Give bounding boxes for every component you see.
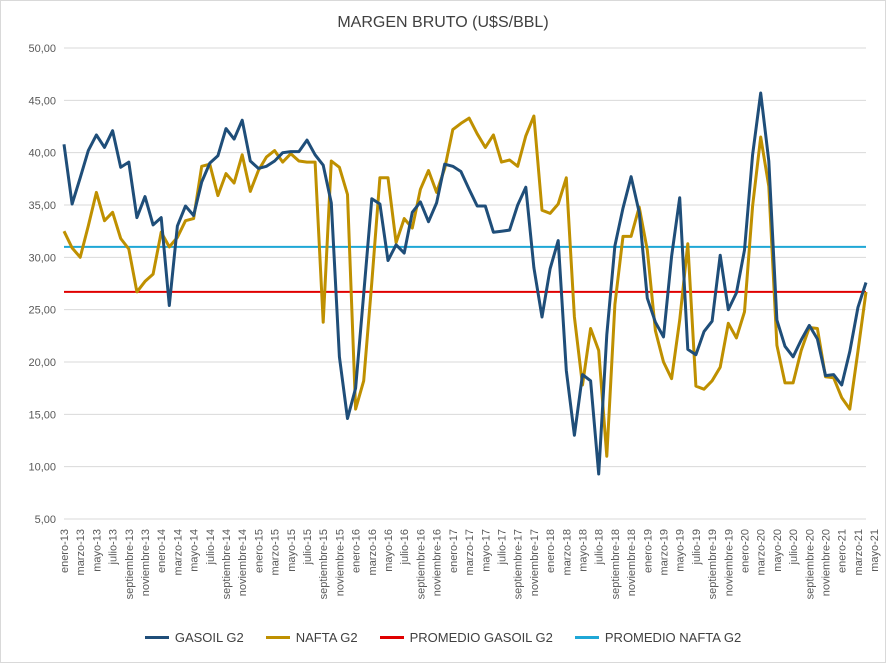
x-tick-label: marzo-19 [658, 529, 670, 575]
x-tick-label: marzo-15 [270, 529, 282, 575]
x-tick-label: marzo-18 [561, 529, 573, 575]
legend-item-promedio-nafta: PROMEDIO NAFTA G2 [574, 630, 742, 645]
x-tick-label: mayo-13 [91, 529, 103, 572]
x-tick-label: enero-18 [545, 529, 557, 573]
chart-title: MARGEN BRUTO (U$S/BBL) [337, 14, 549, 31]
y-tick-label: 35,00 [28, 200, 56, 212]
gridlines [64, 47, 866, 520]
legend-item-promedio-gasoil: PROMEDIO GASOIL G2 [379, 630, 553, 645]
y-tick-label: 40,00 [28, 148, 56, 160]
x-tick-label: septiembre-18 [610, 529, 622, 599]
x-tick-label: enero-15 [253, 529, 265, 573]
x-tick-label: noviembre-18 [626, 529, 638, 596]
x-tick-label: enero-14 [156, 529, 168, 573]
series-line-nafta-g2 [62, 114, 868, 458]
x-tick-label: enero-13 [59, 529, 71, 573]
x-tick-label: septiembre-17 [513, 529, 525, 599]
x-tick-label: septiembre-16 [415, 529, 427, 599]
x-tick-label: marzo-16 [367, 529, 379, 575]
x-tick-label: mayo-18 [577, 529, 589, 572]
x-axis-ticks: enero-13 marzo-13 mayo-13 julio-13 septiembr… [59, 529, 881, 599]
x-tick-label: enero-20 [739, 529, 751, 573]
y-tick-label: 5,00 [35, 514, 56, 526]
x-tick-label: enero-17 [448, 529, 460, 573]
x-tick-label: noviembre-13 [140, 529, 152, 596]
legend-swatch-promedio-gasoil [379, 636, 404, 639]
x-tick-label: marzo-20 [756, 529, 768, 575]
y-tick-label: 45,00 [28, 95, 56, 107]
x-tick-label: enero-16 [351, 529, 363, 573]
series-lines [62, 91, 868, 476]
x-tick-label: julio-17 [496, 529, 508, 565]
x-tick-label: mayo-14 [189, 529, 201, 572]
x-tick-label: noviembre-17 [529, 529, 541, 596]
x-tick-label: enero-21 [837, 529, 849, 573]
legend-label-gasoil: GASOIL G2 [174, 630, 244, 645]
legend-item-gasoil: GASOIL G2 [144, 630, 244, 645]
x-tick-label: septiembre-19 [707, 529, 719, 599]
x-tick-label: septiembre-14 [221, 529, 233, 599]
y-tick-label: 30,00 [28, 252, 56, 264]
x-tick-label: septiembre-15 [318, 529, 330, 599]
x-tick-label: julio-16 [399, 529, 411, 565]
x-tick-label: mayo-15 [286, 529, 298, 572]
x-tick-label: noviembre-20 [820, 529, 832, 596]
x-tick-label: noviembre-16 [432, 529, 444, 596]
legend-item-nafta: NAFTA G2 [265, 630, 358, 645]
legend-swatch-promedio-nafta [574, 636, 599, 639]
x-tick-label: septiembre-20 [804, 529, 816, 599]
y-tick-label: 20,00 [28, 357, 56, 369]
legend-label-promedio-nafta: PROMEDIO NAFTA G2 [604, 630, 742, 645]
x-tick-label: marzo-13 [75, 529, 87, 575]
x-tick-label: julio-20 [788, 529, 800, 565]
legend-label-nafta: NAFTA G2 [295, 630, 358, 645]
x-tick-label: marzo-21 [853, 529, 865, 575]
x-tick-label: mayo-17 [480, 529, 492, 572]
x-tick-label: marzo-14 [172, 529, 184, 575]
legend-swatch-nafta [265, 636, 290, 639]
legend-label-promedio-gasoil: PROMEDIO GASOIL G2 [409, 630, 553, 645]
x-tick-label: mayo-16 [383, 529, 395, 572]
x-tick-label: marzo-17 [464, 529, 476, 575]
x-tick-label: julio-18 [594, 529, 606, 565]
x-tick-label: julio-19 [691, 529, 703, 565]
x-tick-label: noviembre-19 [723, 529, 735, 596]
y-axis-ticks: 5,00 10,00 15,00 20,00 25,00 30,00 35,00 40,00 4… [28, 43, 56, 526]
x-tick-label: noviembre-14 [237, 529, 249, 596]
x-tick-label: mayo-20 [772, 529, 784, 572]
y-tick-label: 25,00 [28, 305, 56, 317]
x-tick-label: mayo-21 [869, 529, 881, 572]
x-tick-label: septiembre-13 [124, 529, 136, 599]
x-tick-label: enero-19 [642, 529, 654, 573]
x-tick-label: noviembre-15 [334, 529, 346, 596]
y-tick-label: 10,00 [28, 462, 56, 474]
x-tick-label: julio-15 [302, 529, 314, 565]
x-tick-label: julio-13 [108, 529, 120, 565]
y-tick-label: 50,00 [28, 43, 56, 55]
series-line-gasoil-g2 [62, 91, 868, 476]
legend-swatch-gasoil [144, 636, 169, 639]
y-tick-label: 15,00 [28, 409, 56, 421]
x-tick-label: mayo-19 [675, 529, 687, 572]
x-tick-label: julio-14 [205, 529, 217, 565]
legend: GASOIL G2 NAFTA G2 PROMEDIO GASOIL G2 PR… [0, 630, 886, 645]
